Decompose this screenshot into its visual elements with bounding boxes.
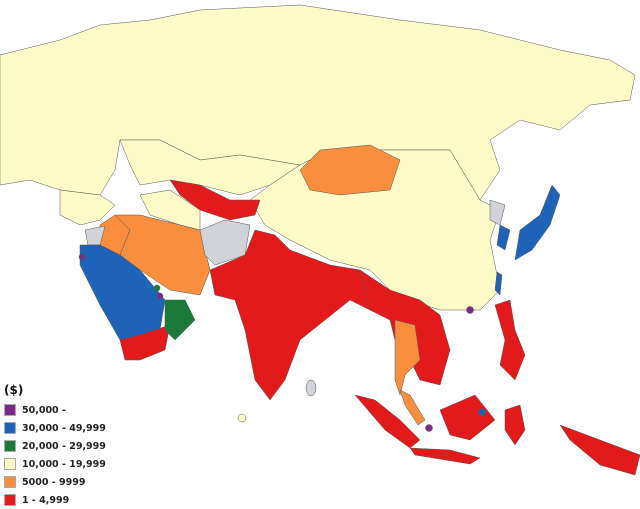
legend-swatch (4, 476, 16, 488)
legend-item: 10,000 - 19,999 (4, 455, 106, 473)
region-singapore (425, 424, 433, 432)
legend-swatch (4, 458, 16, 470)
region-russia (0, 4, 636, 201)
region-papua (559, 424, 640, 476)
legend-label: 10,000 - 19,999 (22, 458, 106, 470)
legend-item: 1 - 4,999 (4, 491, 106, 509)
region-bahrain (153, 284, 161, 292)
legend-item: 20,000 - 29,999 (4, 437, 106, 455)
region-sumatra (354, 394, 421, 449)
region-kazakhstan (119, 139, 301, 196)
region-brunei (478, 408, 486, 416)
legend-label: 5000 - 9999 (22, 476, 86, 488)
region-turkey (59, 189, 116, 226)
region-japan (514, 184, 561, 261)
legend-swatch (4, 422, 16, 434)
region-central-asia (169, 179, 261, 221)
region-borneo (439, 394, 496, 441)
region-south-korea (496, 224, 511, 251)
legend-item: 50,000 - (4, 401, 106, 419)
legend-label: 20,000 - 29,999 (22, 440, 106, 452)
region-philippines (494, 299, 526, 381)
region-sulawesi (504, 404, 526, 446)
legend-title: ($) (4, 383, 24, 397)
legend-item: 5000 - 9999 (4, 473, 106, 491)
region-maldives (237, 413, 247, 423)
region-mongolia (299, 144, 401, 196)
region-iran (114, 214, 211, 296)
region-malaysia (399, 389, 426, 426)
region-java (409, 447, 481, 465)
legend-swatch (4, 404, 16, 416)
legend-label: 1 - 4,999 (22, 494, 70, 506)
region-qatar (156, 292, 164, 300)
region-kuwait (78, 253, 86, 261)
legend-swatch (4, 440, 16, 452)
region-south-asia (209, 229, 381, 401)
legend-label: 50,000 - (22, 404, 66, 416)
region-oman (164, 299, 196, 341)
legend-swatch (4, 494, 16, 506)
map-legend: ($) 50,000 - 30,000 - 49,999 20,000 - 29,9… (4, 383, 106, 509)
legend-label: 30,000 - 49,999 (22, 422, 106, 434)
region-thailand (394, 319, 421, 396)
legend-item: 30,000 - 49,999 (4, 419, 106, 437)
region-taiwan (494, 271, 503, 296)
region-hong-kong (466, 306, 474, 314)
region-yemen (119, 324, 171, 361)
region-north-korea (489, 199, 506, 226)
region-sri-lanka (305, 379, 317, 397)
